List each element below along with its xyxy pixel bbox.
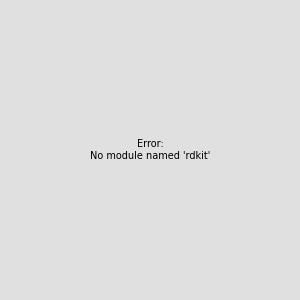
Text: Error:
No module named 'rdkit': Error: No module named 'rdkit' bbox=[90, 139, 210, 161]
